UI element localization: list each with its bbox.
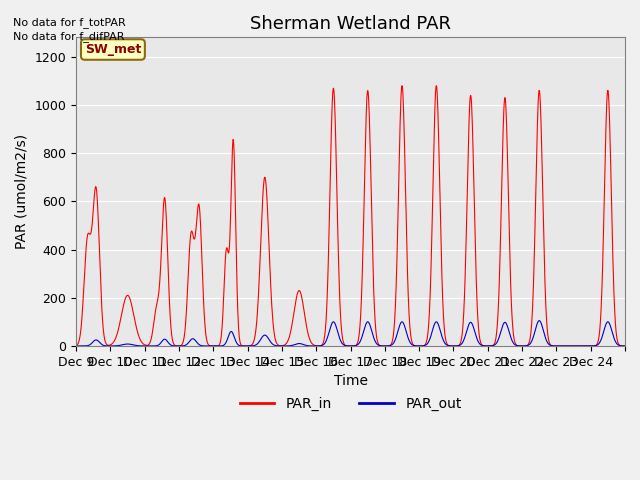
Text: No data for f_difPAR: No data for f_difPAR <box>13 31 124 42</box>
Text: SW_met: SW_met <box>84 43 141 56</box>
Y-axis label: PAR (umol/m2/s): PAR (umol/m2/s) <box>15 134 29 249</box>
Text: No data for f_totPAR: No data for f_totPAR <box>13 17 125 28</box>
Legend: PAR_in, PAR_out: PAR_in, PAR_out <box>234 391 467 416</box>
Title: Sherman Wetland PAR: Sherman Wetland PAR <box>250 15 451 33</box>
X-axis label: Time: Time <box>333 374 367 388</box>
